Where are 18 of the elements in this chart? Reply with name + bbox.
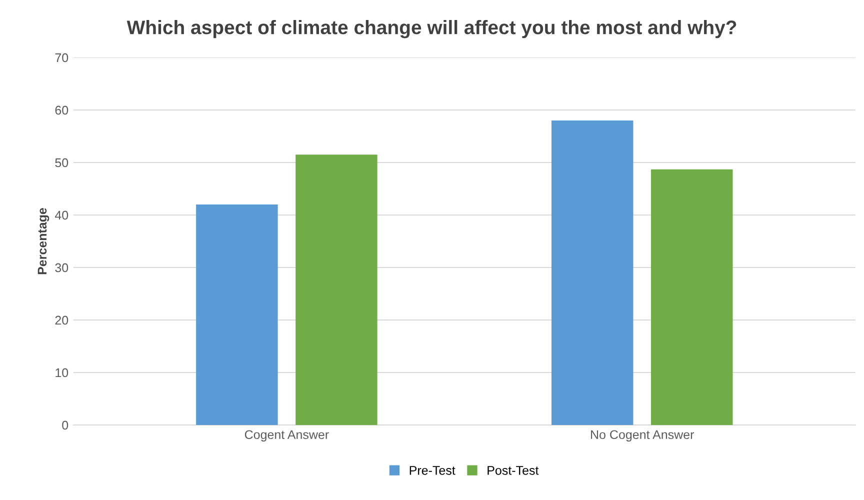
y-tick-label: 20: [55, 316, 68, 325]
y-tick-label: 0: [62, 420, 68, 430]
bar: [650, 169, 733, 425]
bar: [196, 204, 278, 425]
y-tick-label: 10: [56, 368, 68, 378]
y-tick-label: 30: [55, 263, 68, 272]
chart-title: Which aspect of climate change will affect you the most and why?: [126, 20, 736, 38]
bar: [296, 154, 378, 425]
y-tick-label: 40: [54, 210, 68, 220]
y-tick-label: 50: [55, 158, 68, 168]
x-tick-label: No Cogent Answer: [591, 430, 694, 442]
bar: [551, 120, 634, 425]
legend-label: Pre-Test: [410, 466, 456, 475]
legend-label: Post-Test: [488, 466, 539, 475]
x-tick-label: Cogent Answer: [244, 430, 329, 442]
y-axis-title: Percentage: [38, 208, 50, 274]
y-tick-label: 60: [55, 106, 68, 115]
y-tick-label: 70: [55, 53, 68, 62]
